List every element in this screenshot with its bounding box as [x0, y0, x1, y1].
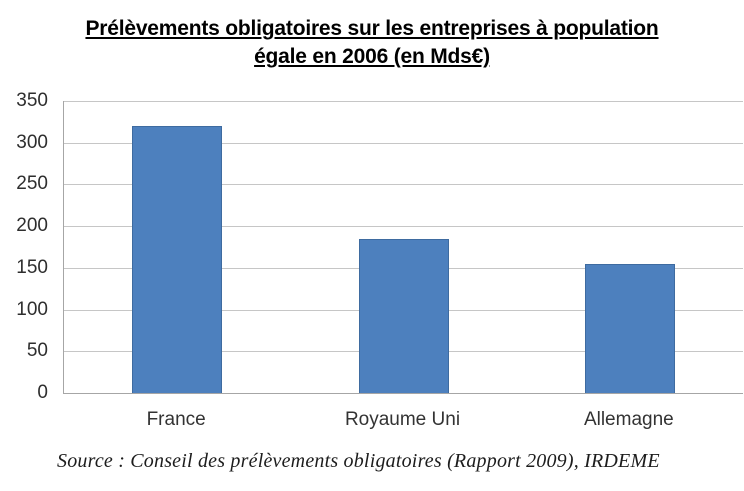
- x-axis-label: France: [146, 409, 206, 430]
- x-axis: France Royaume Uni Allemagne: [63, 409, 742, 435]
- source-note: Source : Conseil des prélèvements obliga…: [57, 450, 660, 472]
- y-tick-label: 200: [16, 215, 48, 237]
- gridline: [64, 226, 743, 228]
- x-axis-label: Allemagne: [583, 409, 674, 430]
- y-tick-label: 0: [37, 382, 48, 403]
- gridline: [64, 142, 743, 144]
- y-tick-label: 300: [16, 131, 48, 153]
- y-tick-label: 50: [26, 340, 48, 362]
- y-tick-label: 100: [16, 298, 48, 320]
- y-axis: 0 50 100 150 200 250 300 350: [0, 90, 48, 403]
- y-tick-label: 350: [16, 90, 48, 111]
- gridline: [64, 184, 743, 186]
- plot-area: [63, 101, 743, 394]
- gridline: [64, 101, 743, 102]
- bar: [358, 238, 449, 393]
- bar: [584, 263, 675, 393]
- chart-title: Prélèvements obligatoires sur les entrep…: [85, 17, 659, 68]
- y-tick-label: 250: [16, 173, 48, 195]
- bar: [132, 126, 223, 393]
- x-axis-label: Royaume Uni: [344, 409, 461, 430]
- y-tick-label: 150: [16, 256, 48, 278]
